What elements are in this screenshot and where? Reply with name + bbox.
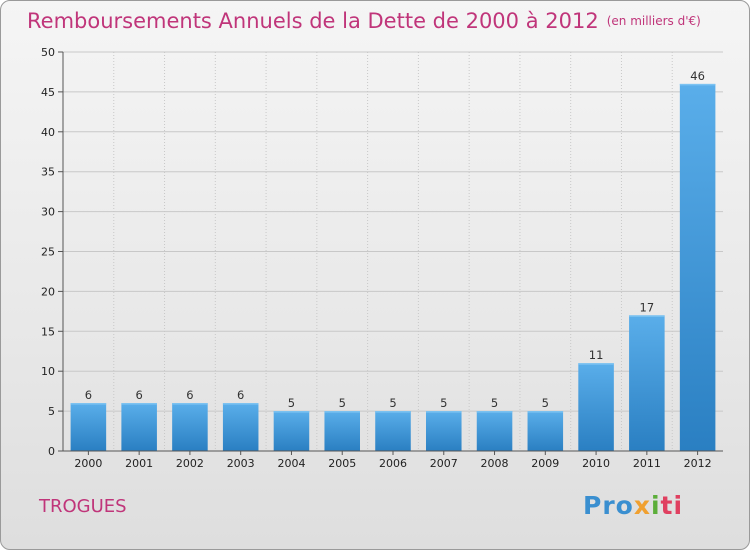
data-label: 5 [440, 396, 447, 410]
x-tick-label: 2005 [328, 457, 356, 470]
y-tick-label: 50 [41, 46, 55, 59]
data-label: 6 [135, 388, 142, 402]
data-label: 6 [85, 388, 92, 402]
bar-2008 [476, 411, 513, 451]
data-label: 6 [186, 388, 193, 402]
data-label: 5 [389, 396, 396, 410]
y-tick-label: 40 [41, 126, 55, 139]
bar-2000 [70, 403, 107, 451]
x-tick-label: 2002 [176, 457, 204, 470]
chart-title: Remboursements Annuels de la Dette de 20… [27, 9, 701, 33]
data-label: 46 [690, 69, 705, 83]
bar-highlight [273, 411, 310, 413]
bar-highlight [578, 363, 614, 365]
y-tick-label: 5 [48, 405, 55, 418]
y-tick-label: 35 [41, 166, 55, 179]
y-tick-label: 25 [41, 246, 55, 259]
x-tick-label: 2012 [684, 457, 712, 470]
bar-2003 [222, 403, 259, 451]
data-label: 11 [589, 348, 604, 362]
proxiti-logo: Proxiti [583, 491, 684, 520]
x-tick-label: 2010 [582, 457, 610, 470]
bar-2012 [679, 83, 716, 452]
data-label: 17 [640, 300, 655, 314]
commune-name: TROGUES [39, 496, 127, 517]
y-tick-label: 15 [41, 325, 55, 338]
bar-2002 [172, 403, 208, 451]
chart-unit: (en milliers d'€) [606, 14, 701, 28]
x-tick-label: 2003 [227, 457, 255, 470]
chart-title-text: Remboursements Annuels de la Dette de 20… [27, 9, 599, 33]
data-label: 5 [491, 396, 498, 410]
y-tick-label: 30 [41, 206, 55, 219]
bar-2001 [121, 403, 157, 451]
y-tick-label: 10 [41, 365, 55, 378]
grid-layer [63, 51, 723, 451]
bar-2011 [629, 315, 665, 451]
bar-2007 [426, 411, 462, 451]
bar-2005 [324, 411, 360, 451]
x-tick-label: 2001 [125, 457, 153, 470]
y-tick-label: 45 [41, 86, 55, 99]
data-label: 5 [542, 396, 549, 410]
data-label: 5 [339, 396, 346, 410]
bar-highlight [527, 411, 564, 413]
bar-highlight [121, 403, 157, 405]
bar-highlight [70, 403, 107, 405]
x-tick-label: 2007 [430, 457, 458, 470]
bar-layer [70, 83, 716, 452]
bar-2006 [375, 411, 411, 451]
bar-2009 [527, 411, 564, 451]
y-tick-label: 20 [41, 285, 55, 298]
bar-highlight [629, 315, 665, 317]
x-tick-label: 2004 [277, 457, 305, 470]
bar-2004 [273, 411, 310, 451]
x-tick-label: 2000 [74, 457, 102, 470]
axis-layer: 0 5 10 15 20 25 30 35 40 45 50 2000 2001 2002 2003 2004… [41, 46, 723, 470]
x-tick-label: 2006 [379, 457, 407, 470]
bar-highlight [679, 83, 716, 86]
bar-2010 [578, 363, 614, 451]
bar-highlight [324, 411, 360, 413]
y-tick-label: 0 [48, 445, 55, 458]
bar-highlight [172, 403, 208, 405]
x-tick-label: 2008 [481, 457, 509, 470]
bar-highlight [426, 411, 462, 413]
label-layer: 6 6 6 6 5 5 5 5 5 5 11 17 46 [85, 69, 705, 410]
x-tick-label: 2011 [633, 457, 661, 470]
x-tick-label: 2009 [531, 457, 559, 470]
data-label: 5 [288, 396, 295, 410]
bar-highlight [222, 403, 259, 405]
data-label: 6 [237, 388, 244, 402]
bar-highlight [375, 411, 411, 413]
bar-highlight [476, 411, 513, 413]
